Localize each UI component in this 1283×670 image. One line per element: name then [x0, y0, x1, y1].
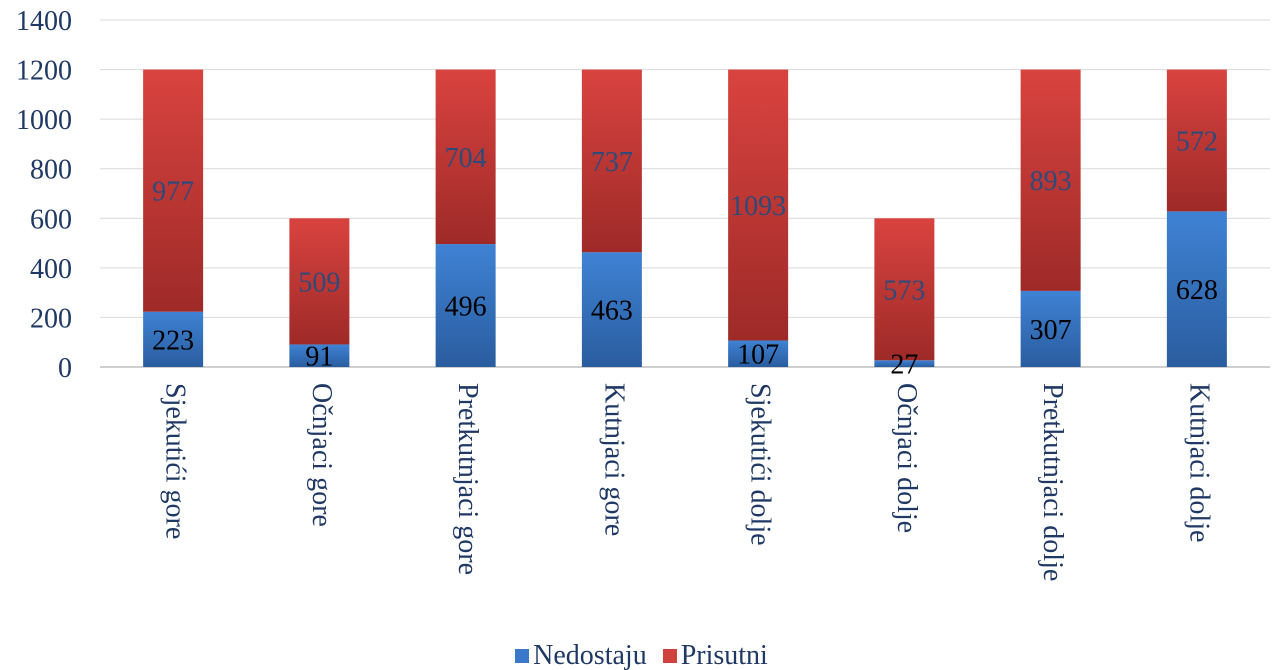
x-tick-label: Očnjaci dolje [891, 383, 922, 533]
legend-item-nedostaju: Nedostaju [515, 640, 647, 670]
bar-prisutni [581, 69, 642, 253]
y-tick-label: 200 [30, 303, 72, 334]
data-label-prisutni: 509 [298, 267, 340, 298]
data-label-nedostaju: 463 [591, 296, 633, 327]
bar-nedostaju [143, 311, 204, 367]
bar-prisutni [1020, 69, 1081, 291]
bar-nedostaju [874, 360, 935, 367]
legend-swatch-nedostaju [515, 649, 530, 663]
x-tick-label: Sjekutići dolje [745, 383, 776, 546]
x-tick-label: Sjekutići gore [160, 383, 191, 539]
bar-nedostaju [435, 244, 496, 367]
legend-item-prisutni: Prisutni [662, 640, 768, 670]
data-label-prisutni: 572 [1176, 126, 1218, 157]
y-tick-label: 400 [30, 254, 72, 285]
legend-swatch-prisutni [662, 649, 677, 663]
x-axis-ticks: Sjekutići gore Očnjaci gore Pretkutnjaci g… [160, 383, 1215, 581]
chart-plot: 0 200 400 600 800 1000 1200 1400 223 977 91 509 496… [16, 6, 1270, 581]
y-tick-label: 600 [30, 204, 72, 235]
data-label-nedostaju: 223 [152, 325, 194, 356]
data-label-prisutni: 893 [1030, 166, 1072, 197]
data-label-prisutni: 573 [883, 275, 925, 306]
data-label-prisutni: 1093 [730, 191, 786, 222]
y-tick-label: 1400 [16, 6, 72, 37]
x-tick-label: Očnjaci gore [306, 383, 337, 527]
legend: Nedostaju Prisutni [0, 640, 1283, 670]
legend-label-prisutni: Prisutni [680, 640, 768, 670]
bar-prisutni [728, 69, 789, 341]
data-label-nedostaju: 107 [737, 340, 779, 371]
bar-prisutni [1166, 69, 1227, 212]
data-label-nedostaju: 27 [890, 350, 918, 381]
y-tick-label: 1200 [16, 56, 72, 87]
bar-prisutni [435, 69, 496, 245]
x-tick-label: Kutnjaci gore [598, 383, 629, 536]
bar-prisutni [143, 69, 204, 312]
bar-nedostaju [289, 344, 350, 367]
data-label-prisutni: 977 [152, 177, 194, 208]
bar-nedostaju [1166, 211, 1227, 367]
bar-nedostaju [728, 340, 789, 367]
x-tick-label: Pretkutnjaci dolje [1037, 383, 1068, 581]
data-labels: 223 977 91 509 496 704 463 737 107 1093 27 573 307 89… [152, 126, 1218, 380]
data-label-nedostaju: 307 [1030, 315, 1072, 346]
x-tick-label: Pretkutnjaci gore [452, 383, 483, 575]
bar-prisutni [289, 218, 350, 345]
data-label-prisutni: 704 [445, 143, 487, 174]
x-tick-label: Kutnjaci dolje [1183, 383, 1214, 542]
bars [143, 69, 1227, 367]
y-tick-label: 800 [30, 155, 72, 186]
bar-prisutni [874, 218, 935, 361]
data-label-nedostaju: 628 [1176, 275, 1218, 306]
gridlines [100, 19, 1270, 368]
bar-nedostaju [581, 252, 642, 367]
data-label-nedostaju: 496 [445, 292, 487, 323]
bar-nedostaju [1020, 290, 1081, 367]
y-tick-label: 0 [58, 353, 72, 384]
y-tick-label: 1000 [16, 105, 72, 136]
y-axis-ticks: 0 200 400 600 800 1000 1200 1400 [16, 6, 72, 384]
data-label-prisutni: 737 [591, 147, 633, 178]
data-label-nedostaju: 91 [305, 342, 333, 373]
legend-label-nedostaju: Nedostaju [533, 640, 647, 670]
